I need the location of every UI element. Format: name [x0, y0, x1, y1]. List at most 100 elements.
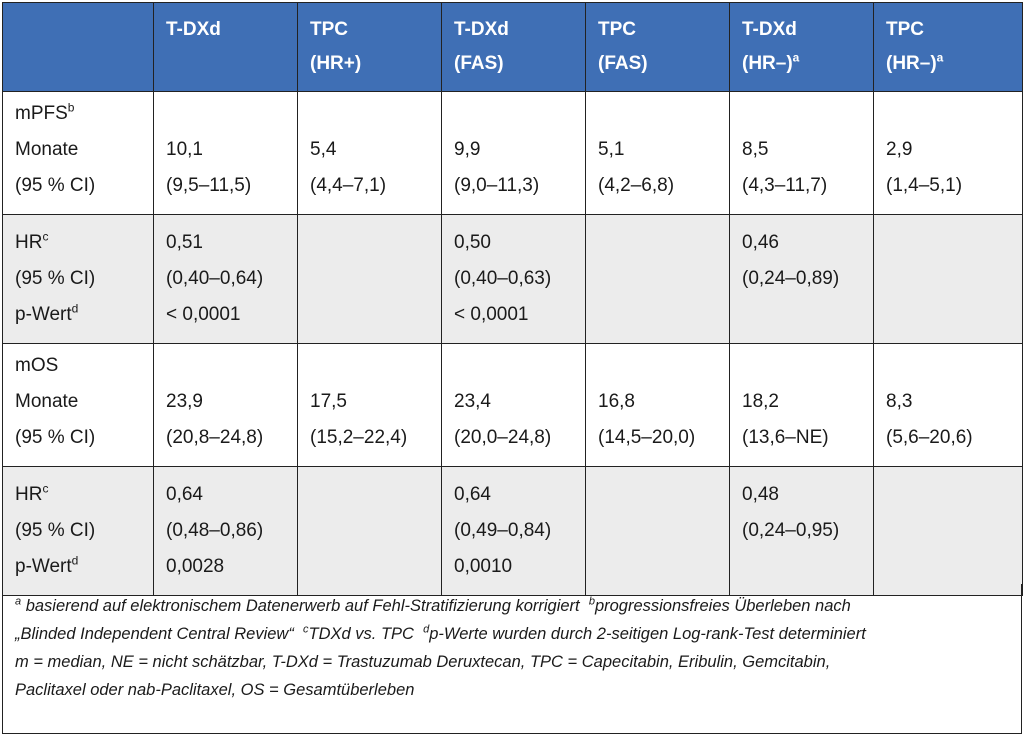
cell-value: 16,8	[598, 391, 635, 412]
footnote-marker: c	[42, 481, 49, 496]
row-label-text: (95 % CI)	[15, 520, 96, 541]
row-label-cell: HRc (95 % CI) p-Wertd	[2, 466, 154, 596]
header-line1: TPC	[886, 19, 924, 40]
table-row: mOS Monate (95 % CI) 23,9 (20,8–24,8) 17,5 (15…	[2, 343, 1023, 467]
row-label-line: p-Wertd	[15, 549, 143, 585]
footnote-text: „Blinded Independent Central Review“	[15, 625, 304, 643]
cell-value: (9,5–11,5)	[166, 175, 252, 196]
cell-value: 8,5	[742, 139, 769, 160]
table-cell-tdxd-hrneg: 0,46 (0,24–0,89)	[729, 214, 874, 344]
table-cell-tpc-hrpos	[297, 466, 442, 596]
table-cell-tdxd-hrneg: 8,5 (4,3–11,7)	[729, 91, 874, 215]
header-line1: TPC	[598, 19, 636, 40]
header-cell-tpc-hrpos: TPC (HR+)	[297, 2, 442, 92]
cell-value: 5,4	[310, 139, 337, 160]
cell-value: 10,1	[166, 139, 203, 160]
table-row: HRc (95 % CI) p-Wertd 0,51 (0,40–0,64) < 0,00…	[2, 214, 1023, 344]
header-line1: TPC	[310, 19, 348, 40]
row-label-text: mPFS	[15, 103, 68, 124]
row-label-text: Monate	[15, 139, 79, 160]
cell-value: 17,5	[310, 391, 347, 412]
table-body: mPFSb Monate (95 % CI) 10,1 (9,5–11,5) 5,4 (4,…	[2, 91, 1023, 596]
row-label-text: mOS	[15, 355, 59, 376]
footnote-marker: d	[71, 301, 79, 316]
table-cell-tpc-fas: 5,1 (4,2–6,8)	[585, 91, 730, 215]
row-label-line: mOS	[15, 348, 143, 384]
header-cell-tdxd-hrneg: T-DXd (HR–)a	[729, 2, 874, 92]
header-line2: (HR+)	[310, 53, 362, 74]
table-cell-tpc-fas	[585, 214, 730, 344]
row-label-text: (95 % CI)	[15, 427, 96, 448]
header-cell-tdxd-fas: T-DXd (FAS)	[441, 2, 586, 92]
cell-value: (13,6–NE)	[742, 427, 829, 448]
table-cell-tdxd-hrneg: 18,2 (13,6–NE)	[729, 343, 874, 467]
cell-value: (0,24–0,95)	[742, 520, 840, 541]
cell-value: 18,2	[742, 391, 779, 412]
table-cell-tpc-hrneg: 2,9 (1,4–5,1)	[873, 91, 1023, 215]
footnote-marker: a	[936, 50, 944, 65]
footnote-text: p-Werte wurden durch 2-seitigen Log-rank…	[429, 625, 866, 643]
footnote-marker: d	[71, 553, 79, 568]
cell-value: 23,9	[166, 391, 203, 412]
cell-value: (0,48–0,86)	[166, 520, 264, 541]
table-cell-tpc-hrpos	[297, 214, 442, 344]
row-label-line: (95 % CI)	[15, 261, 143, 297]
cell-value: (15,2–22,4)	[310, 427, 408, 448]
footnote-marker: b	[588, 595, 595, 608]
row-label-line: (95 % CI)	[15, 513, 143, 549]
table-cell-tdxd-hrpos: 0,64 (0,48–0,86) 0,0028	[153, 466, 298, 596]
table-cell-tdxd-fas: 0,64 (0,49–0,84) 0,0010	[441, 466, 586, 596]
row-label-line: mPFSb	[15, 96, 143, 132]
table-cell-tpc-hrpos: 5,4 (4,4–7,1)	[297, 91, 442, 215]
table-cell-tdxd-hrpos: 23,9 (20,8–24,8)	[153, 343, 298, 467]
row-label-line: Monate	[15, 132, 143, 168]
table-cell-tdxd-fas: 23,4 (20,0–24,8)	[441, 343, 586, 467]
footnotes: a basierend auf elektronischem Datenerwe…	[2, 584, 1022, 734]
cell-value: 2,9	[886, 139, 913, 160]
row-label-text: (95 % CI)	[15, 175, 96, 196]
row-label-text: Monate	[15, 391, 79, 412]
table-cell-tdxd-hrneg: 0,48 (0,24–0,95)	[729, 466, 874, 596]
table-cell-tpc-hrneg	[873, 214, 1023, 344]
row-label-cell: mPFSb Monate (95 % CI)	[2, 91, 154, 215]
header-line2: (FAS)	[598, 53, 648, 74]
table-cell-tdxd-hrpos: 0,51 (0,40–0,64) < 0,0001	[153, 214, 298, 344]
row-label-text: p-Wert	[15, 304, 72, 325]
cell-value: (20,0–24,8)	[454, 427, 552, 448]
cell-value: 8,3	[886, 391, 913, 412]
table-cell-tdxd-fas: 9,9 (9,0–11,3)	[441, 91, 586, 215]
header-row: T-DXd TPC (HR+) T-DXd (FAS) TPC (FAS) T-…	[2, 2, 1023, 92]
footnote-marker: a	[15, 595, 22, 608]
footnote-line-1: a basierend auf elektronischem Datenerwe…	[15, 592, 1009, 620]
footnote-text: basierend auf elektronischem Datenerwerb…	[21, 597, 589, 615]
cell-value: 0,46	[742, 232, 779, 253]
footnote-line-4: Paclitaxel oder nab-Paclitaxel, OS = Ges…	[15, 681, 415, 699]
footnote-line-2: „Blinded Independent Central Review“ cTD…	[15, 620, 1009, 648]
row-label-cell: mOS Monate (95 % CI)	[2, 343, 154, 467]
row-label-line: (95 % CI)	[15, 420, 143, 456]
footnote-marker: c	[42, 229, 49, 244]
header-line2: (FAS)	[454, 53, 504, 74]
row-label-line: HRc	[15, 477, 143, 513]
table-cell-tdxd-hrpos: 10,1 (9,5–11,5)	[153, 91, 298, 215]
row-label-text: HR	[15, 484, 43, 505]
cell-value: < 0,0001	[454, 304, 529, 325]
cell-value: (9,0–11,3)	[454, 175, 540, 196]
cell-value: 0,50	[454, 232, 491, 253]
cell-value: (4,4–7,1)	[310, 175, 387, 196]
cell-value: 0,48	[742, 484, 779, 505]
header-line1: T-DXd	[454, 19, 509, 40]
table-cell-tpc-fas: 16,8 (14,5–20,0)	[585, 343, 730, 467]
footnote-line-3: m = median, NE = nicht schätzbar, T-DXd …	[15, 653, 831, 671]
table-row: HRc (95 % CI) p-Wertd 0,64 (0,48–0,86) 0,0028…	[2, 466, 1023, 596]
header-line1: T-DXd	[166, 19, 221, 40]
header-line2: (HR–)	[886, 53, 937, 74]
row-label-line: (95 % CI)	[15, 168, 143, 204]
cell-value: 0,51	[166, 232, 203, 253]
cell-value: (0,40–0,64)	[166, 268, 264, 289]
cell-value: 0,64	[454, 484, 491, 505]
cell-value: 5,1	[598, 139, 625, 160]
header-cell-tdxd-hrpos: T-DXd	[153, 2, 298, 92]
cell-value: (4,2–6,8)	[598, 175, 675, 196]
